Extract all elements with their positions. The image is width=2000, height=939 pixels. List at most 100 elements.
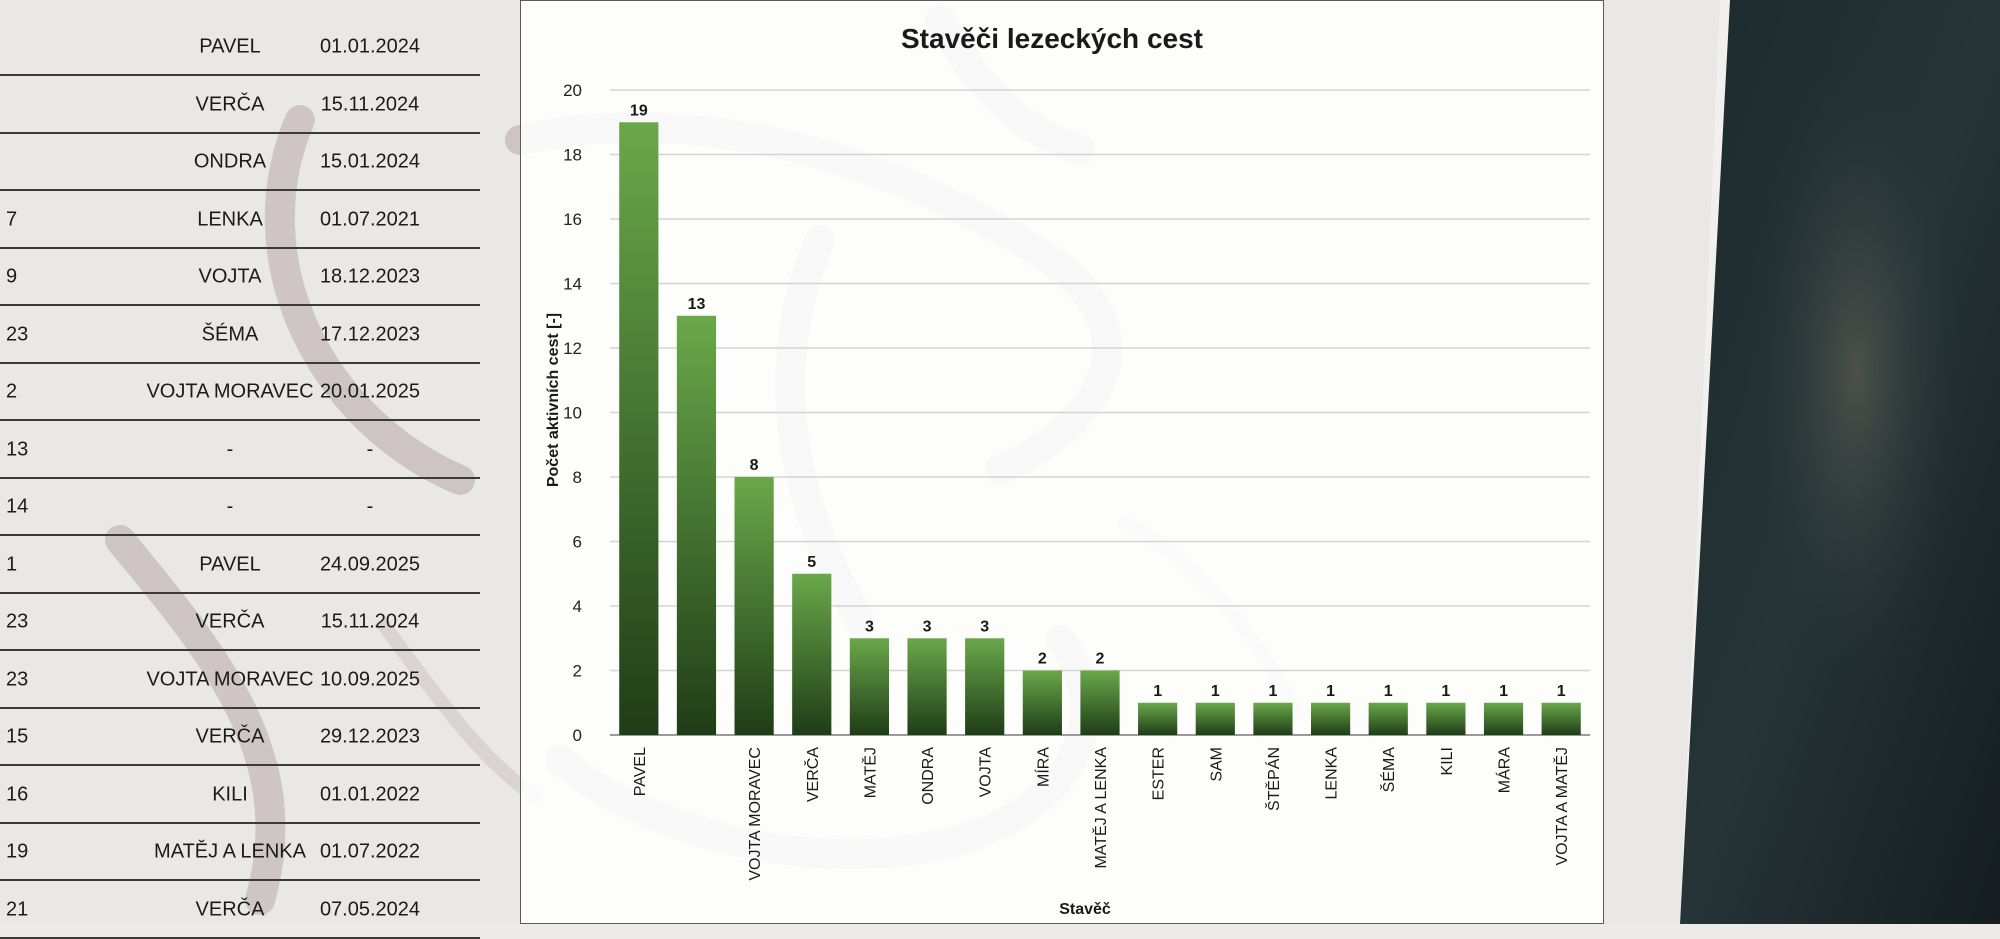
bar [1541, 702, 1581, 735]
data-label: 1 [1384, 683, 1393, 700]
route-setter-name: VOJTA MORAVEC [146, 668, 314, 690]
row-divider [0, 821, 480, 824]
row-number: 16 [6, 783, 29, 805]
row-divider [0, 706, 480, 709]
set-date: 15.11.2024 [320, 610, 420, 633]
set-date: 01.01.2022 [319, 783, 421, 805]
bar [965, 638, 1005, 735]
x-tick-label: VOJTA [978, 747, 995, 798]
x-tick-label: ŠÉMA [1379, 747, 1398, 793]
y-tick-label: 6 [573, 533, 582, 552]
route-setter-name: VERČA [195, 898, 265, 920]
route-setter-name: VERČA [195, 93, 265, 115]
table-row: 7 LENKA 01.07.2021 [0, 191, 480, 249]
bar [734, 477, 774, 735]
set-date: 15.11.2024 [320, 93, 420, 115]
table-row: VERČA 15.11.2024 [0, 76, 480, 134]
table-row: 21 VERČA 07.05.2024 [0, 881, 480, 939]
row-divider [0, 649, 480, 651]
table-row: PAVEL 01.01.2024 [0, 18, 480, 76]
x-tick-label: ESTER [1151, 747, 1168, 800]
route-setter-name: VERČA [195, 610, 265, 633]
bar [849, 638, 890, 735]
route-setter-name: - [226, 495, 234, 518]
bar [907, 638, 947, 735]
row-number: 7 [6, 208, 18, 230]
table-row: 19 MATĚJ A LENKA 01.07.2022 [0, 823, 480, 881]
row-number: 2 [6, 380, 18, 403]
bar [1426, 702, 1466, 735]
bar [676, 315, 717, 735]
table-row: 23 VERČA 15.11.2024 [0, 593, 480, 651]
route-setter-name: ONDRA [193, 150, 267, 173]
table-row: ONDRA 15.01.2024 [0, 133, 480, 191]
data-label: 13 [688, 296, 706, 313]
row-number: 19 [6, 840, 29, 863]
table-row: 23 VOJTA MORAVEC 10.09.2025 [0, 651, 480, 709]
set-date: 17.12.2023 [319, 323, 421, 345]
route-setter-name: MATĚJ A LENKA [154, 840, 306, 863]
row-divider [0, 304, 480, 306]
bar [1310, 702, 1351, 735]
y-tick-label: 18 [563, 146, 582, 165]
bar [1138, 702, 1178, 735]
data-label: 3 [923, 618, 932, 635]
bar [1483, 702, 1524, 735]
set-date: 01.07.2021 [319, 208, 421, 230]
row-number: 14 [6, 495, 29, 518]
x-tick-label: MATĚJ [860, 747, 879, 798]
bar [619, 122, 659, 735]
row-number: 9 [6, 265, 18, 288]
data-label: 5 [807, 554, 816, 571]
table-row: 14 - - [0, 478, 480, 536]
row-number: 1 [6, 553, 18, 575]
bar [1253, 702, 1293, 735]
bar [1080, 670, 1120, 735]
y-tick-label: 8 [573, 468, 582, 487]
x-tick-label: ONDRA [920, 747, 937, 805]
route-setter-name: PAVEL [199, 553, 261, 575]
data-label: 1 [1326, 683, 1335, 700]
set-date: 29.12.2023 [319, 725, 421, 748]
y-tick-label: 16 [563, 210, 582, 229]
data-label: 1 [1557, 683, 1566, 700]
x-tick-label: VOJTA A MATĚJ [1552, 747, 1571, 866]
route-setter-name: ŠÉMA [201, 323, 259, 345]
data-label: 1 [1211, 683, 1220, 700]
y-tick-label: 12 [563, 339, 582, 358]
row-number: 21 [6, 898, 29, 920]
set-date: 01.01.2024 [319, 35, 421, 58]
table-row: 23 ŠÉMA 17.12.2023 [0, 306, 480, 364]
data-label: 1 [1499, 683, 1508, 700]
set-date: 15.01.2024 [319, 150, 421, 173]
route-setter-name: LENKA [197, 208, 263, 230]
row-divider [0, 534, 480, 536]
bar [1022, 670, 1062, 735]
row-divider [0, 131, 480, 134]
bar [792, 573, 832, 735]
data-label: 2 [1038, 651, 1047, 668]
set-date: 24.09.2025 [319, 553, 421, 575]
route-setter-name: VOJTA [198, 265, 262, 288]
data-label: 3 [865, 618, 874, 635]
y-tick-label: 0 [573, 726, 582, 745]
route-table: PAVEL 01.01.2024 VERČA 15.11.2024 ONDRA 15.01… [0, 0, 480, 939]
row-divider [0, 419, 480, 421]
y-axis-label: Počet aktivních cest [-] [545, 313, 562, 487]
row-number: 23 [6, 668, 29, 690]
data-label: 1 [1268, 683, 1277, 700]
row-divider [0, 936, 480, 939]
row-divider [0, 764, 480, 766]
bar [1368, 702, 1408, 735]
dark-monitor-edge [1680, 0, 2000, 924]
table-row: 2 VOJTA MORAVEC 20.01.2025 [0, 363, 480, 421]
bar-chart: Stavěči lezeckých cest 02468101214161820… [520, 0, 1604, 924]
data-label: 19 [630, 102, 648, 119]
set-date: 20.01.2025 [319, 380, 421, 403]
y-tick-label: 4 [573, 597, 582, 616]
bar [1195, 702, 1235, 735]
x-tick-label: VOJTA MORAVEC [747, 747, 764, 881]
x-tick-label: MÍRA [1033, 747, 1052, 787]
set-date: 07.05.2024 [319, 898, 421, 920]
route-setter-name: KILI [212, 783, 248, 805]
